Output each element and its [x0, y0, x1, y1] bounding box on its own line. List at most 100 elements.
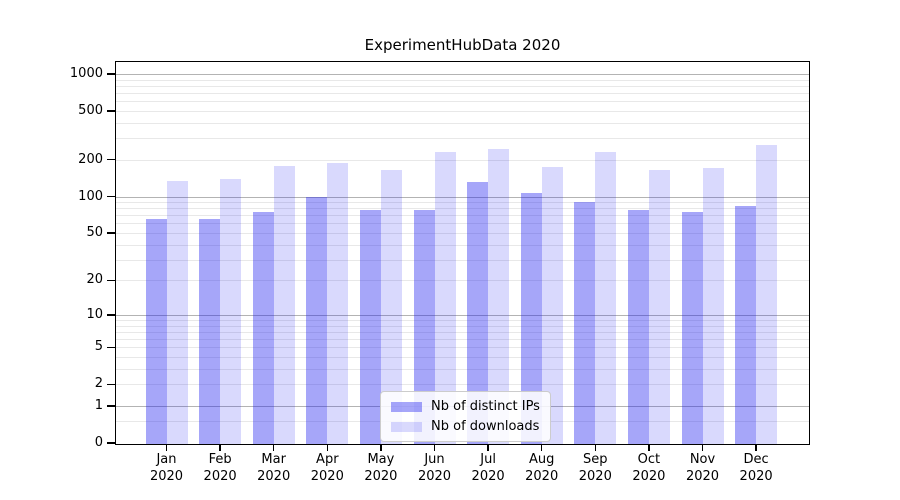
bar-distinct-ips-feb [199, 219, 221, 444]
gridline-minor [115, 215, 810, 217]
y-tick-label: 5 [94, 339, 103, 355]
gridline-major [115, 314, 810, 316]
y-tick-label: 0 [94, 435, 103, 450]
gridline-minor [115, 138, 810, 140]
legend-label-distinct-ips: Nb of distinct IPs [431, 399, 540, 414]
gridline-minor [115, 339, 810, 341]
bar-downloads-mar [273, 165, 295, 444]
y-tick [107, 346, 115, 349]
legend-item-downloads: Nb of downloads [391, 419, 540, 434]
x-tick [433, 445, 436, 451]
x-tick [540, 445, 543, 451]
y-tick-label: 1000 [69, 65, 103, 81]
bar-downloads-dec [756, 145, 778, 444]
gridline-minor [115, 101, 810, 103]
plot-area [115, 61, 810, 445]
bar-distinct-ips-dec [735, 206, 757, 444]
gridline-minor [115, 122, 810, 124]
bar-distinct-ips-aug [520, 192, 542, 444]
gridline-minor [115, 244, 810, 246]
bar-downloads-feb [220, 178, 242, 444]
gridline-minor [115, 93, 810, 94]
x-tick [165, 445, 168, 451]
bar-distinct-ips-mar [252, 212, 274, 444]
x-tick-label: Sep 2020 [578, 452, 612, 484]
gridline-minor [115, 331, 810, 333]
gridline-minor [115, 85, 810, 87]
x-tick [701, 445, 704, 451]
x-tick-label: Mar 2020 [257, 452, 291, 484]
bar-distinct-ips-sep [574, 201, 596, 444]
y-tick [107, 110, 115, 112]
x-tick-label: Dec 2020 [739, 452, 773, 484]
legend-label-downloads: Nb of downloads [431, 419, 540, 434]
y-tick [107, 73, 115, 75]
bar-distinct-ips-may [359, 209, 381, 444]
legend: Nb of distinct IPs Nb of downloads [380, 391, 551, 442]
bar-distinct-ips-apr [306, 196, 328, 444]
x-tick-label: May 2020 [364, 452, 398, 484]
gridline-minor [115, 159, 810, 161]
x-tick [219, 445, 221, 451]
x-tick [487, 445, 489, 451]
x-tick-label: Jan 2020 [149, 452, 184, 484]
x-tick-label: Jun 2020 [417, 452, 452, 484]
x-tick [648, 445, 650, 451]
bar-distinct-ips-oct [627, 209, 649, 444]
gridline-minor [115, 357, 810, 358]
y-tick [107, 195, 115, 198]
bar-distinct-ips-nov [681, 212, 703, 444]
bar-downloads-jan [166, 180, 188, 444]
gridline-minor [115, 202, 810, 203]
y-tick-label: 20 [86, 272, 103, 288]
x-tick-label: Apr 2020 [310, 452, 344, 484]
chart-title: ExperimentHubData 2020 [364, 36, 561, 54]
x-tick [272, 445, 275, 451]
bar-downloads-nov [702, 168, 724, 444]
x-tick [326, 445, 329, 451]
gridline-minor [115, 110, 810, 112]
x-tick-label: Nov 2020 [685, 452, 720, 484]
x-tick [594, 445, 597, 451]
y-tick-label: 2 [94, 376, 103, 392]
x-tick [380, 445, 382, 451]
gridline-minor [115, 208, 810, 210]
gridline-major [115, 73, 810, 75]
y-tick [107, 314, 115, 316]
gridline-minor [115, 259, 810, 261]
y-tick-label: 100 [78, 188, 103, 204]
y-tick [107, 442, 115, 444]
gridline-minor [115, 233, 810, 234]
bar-downloads-may [380, 169, 402, 444]
y-tick-label: 200 [78, 151, 103, 167]
gridline-minor [115, 325, 810, 327]
bar-downloads-apr [327, 163, 349, 444]
gridline-minor [115, 368, 810, 370]
bar-distinct-ips-jan [145, 219, 167, 444]
bar-downloads-sep [595, 152, 617, 444]
bar-downloads-oct [648, 170, 670, 444]
bar-distinct-ips-jun [413, 209, 435, 444]
legend-swatch-distinct-ips [391, 401, 422, 412]
bar-downloads-jun [434, 152, 456, 444]
y-tick-label: 50 [86, 225, 103, 240]
x-tick-label: Jul 2020 [471, 452, 505, 484]
y-tick [107, 232, 115, 234]
y-tick [107, 279, 115, 282]
gridline-minor [115, 223, 810, 225]
y-tick [107, 405, 115, 407]
gridline-minor [115, 320, 810, 321]
gridline-minor [115, 384, 810, 386]
x-tick-label: Aug 2020 [525, 452, 559, 484]
gridline-minor [115, 280, 810, 282]
bar-downloads-aug [541, 166, 563, 444]
bar-downloads-jul [488, 149, 510, 444]
y-tick-label: 1 [94, 398, 103, 413]
gridline-minor [115, 79, 810, 81]
y-tick [107, 158, 115, 161]
gridline-minor [115, 347, 810, 349]
x-tick-label: Oct 2020 [632, 452, 666, 484]
legend-item-distinct-ips: Nb of distinct IPs [391, 399, 540, 414]
gridline-major [115, 196, 810, 198]
